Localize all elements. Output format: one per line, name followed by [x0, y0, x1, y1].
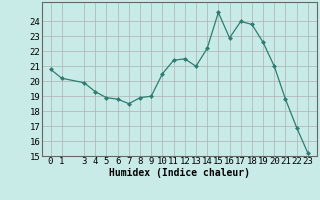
X-axis label: Humidex (Indice chaleur): Humidex (Indice chaleur): [109, 168, 250, 178]
